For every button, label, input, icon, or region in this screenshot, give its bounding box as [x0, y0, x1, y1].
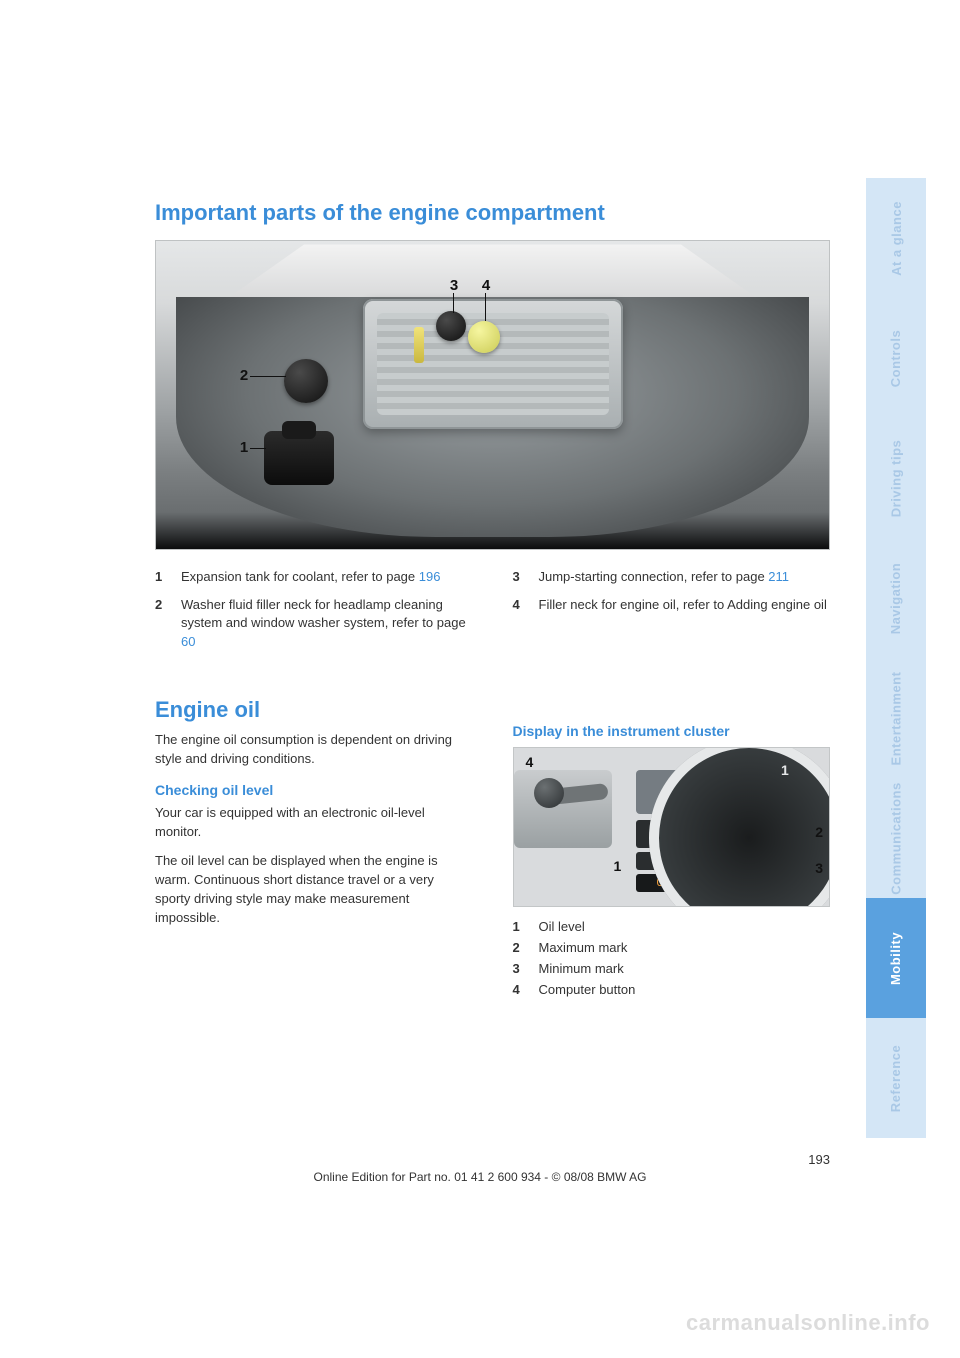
- legend-number: 4: [513, 982, 527, 997]
- page-link[interactable]: 196: [419, 569, 441, 584]
- side-tab-label: At a glance: [889, 201, 904, 276]
- legend-text: Maximum mark: [539, 940, 628, 955]
- side-tab[interactable]: At a glance: [866, 178, 926, 298]
- side-tab[interactable]: Controls: [866, 298, 926, 418]
- side-tab-label: Navigation: [889, 562, 904, 633]
- legend-number: 1: [155, 568, 169, 586]
- legend-item: 3 Minimum mark: [513, 961, 831, 976]
- legend-text: Computer button: [539, 982, 636, 997]
- legend-item: 2 Washer fluid filler neck for headlamp …: [155, 596, 473, 651]
- legend-item: 2 Maximum mark: [513, 940, 831, 955]
- legend-text: Washer fluid filler neck for headlamp cl…: [181, 596, 473, 651]
- legend-text: Minimum mark: [539, 961, 624, 976]
- side-tab[interactable]: Navigation: [866, 538, 926, 658]
- legend-number: 2: [513, 940, 527, 955]
- engine-oil-intro: The engine oil consumption is dependent …: [155, 731, 473, 769]
- checking-p1: Your car is equipped with an electronic …: [155, 804, 473, 842]
- page-number: 193: [808, 1152, 830, 1167]
- footer-line: Online Edition for Part no. 01 41 2 600 …: [0, 1170, 960, 1184]
- side-tab[interactable]: Driving tips: [866, 418, 926, 538]
- checking-heading: Checking oil level: [155, 782, 473, 798]
- instrument-cluster-figure: 4 +74°F 11:15am Oil: [513, 747, 831, 907]
- side-tab-label: Communications: [889, 782, 904, 894]
- side-tab-label: Mobility: [888, 931, 903, 984]
- side-tab-label: Reference: [889, 1044, 904, 1111]
- legend-item: 1 Expansion tank for coolant, refer to p…: [155, 568, 473, 586]
- side-tab-label: Driving tips: [889, 439, 904, 517]
- side-tab-label: Entertainment: [889, 671, 904, 765]
- legend-item: 3 Jump-starting connection, refer to pag…: [513, 568, 831, 586]
- cluster-legend: 1 Oil level 2 Maximum mark 3 Minimum mark 4…: [513, 919, 831, 997]
- legend-number: 3: [513, 961, 527, 976]
- side-tab[interactable]: Entertainment: [866, 658, 926, 778]
- legend-number: 2: [155, 596, 169, 651]
- legend-text: Filler neck for engine oil, refer to Add…: [539, 596, 827, 614]
- legend-number: 1: [513, 919, 527, 934]
- page-link[interactable]: 211: [768, 569, 789, 584]
- figure-callout-4: 4: [476, 277, 496, 294]
- legend-item: 1 Oil level: [513, 919, 831, 934]
- legend-number: 4: [513, 596, 527, 614]
- section-title: Important parts of the engine compartmen…: [155, 200, 830, 226]
- engine-oil-heading: Engine oil: [155, 697, 473, 723]
- engine-compartment-figure: 1 2 3 4: [155, 240, 830, 550]
- checking-p2: The oil level can be displayed when the …: [155, 852, 473, 927]
- display-cluster-heading: Display in the instrument cluster: [513, 723, 831, 739]
- cluster-callout-4: 4: [526, 754, 534, 770]
- side-tab-strip: At a glance Controls Driving tips Navigatio…: [866, 178, 926, 1138]
- gauge-numeral: 1: [781, 762, 789, 778]
- side-tab-label: Controls: [888, 329, 903, 386]
- page-link[interactable]: 60: [181, 634, 195, 649]
- legend-text: Oil level: [539, 919, 585, 934]
- legend-number: 3: [513, 568, 527, 586]
- figure-callout-3: 3: [444, 277, 464, 294]
- engine-legend: 1 Expansion tank for coolant, refer to p…: [155, 568, 830, 661]
- watermark: carmanualsonline.info: [686, 1310, 930, 1336]
- legend-text: Jump-starting connection, refer to page …: [539, 568, 790, 586]
- legend-text: Expansion tank for coolant, refer to pag…: [181, 568, 440, 586]
- side-tab[interactable]: Mobility: [866, 898, 926, 1018]
- legend-item: 4 Filler neck for engine oil, refer to A…: [513, 596, 831, 614]
- cluster-callout-1: 1: [614, 858, 622, 874]
- cluster-callout-2: 2: [815, 824, 823, 840]
- cluster-gauge: 1: [649, 747, 830, 907]
- side-tab[interactable]: Reference: [866, 1018, 926, 1138]
- side-tab[interactable]: Communications: [866, 778, 926, 898]
- legend-item: 4 Computer button: [513, 982, 831, 997]
- cluster-callout-3: 3: [815, 860, 823, 876]
